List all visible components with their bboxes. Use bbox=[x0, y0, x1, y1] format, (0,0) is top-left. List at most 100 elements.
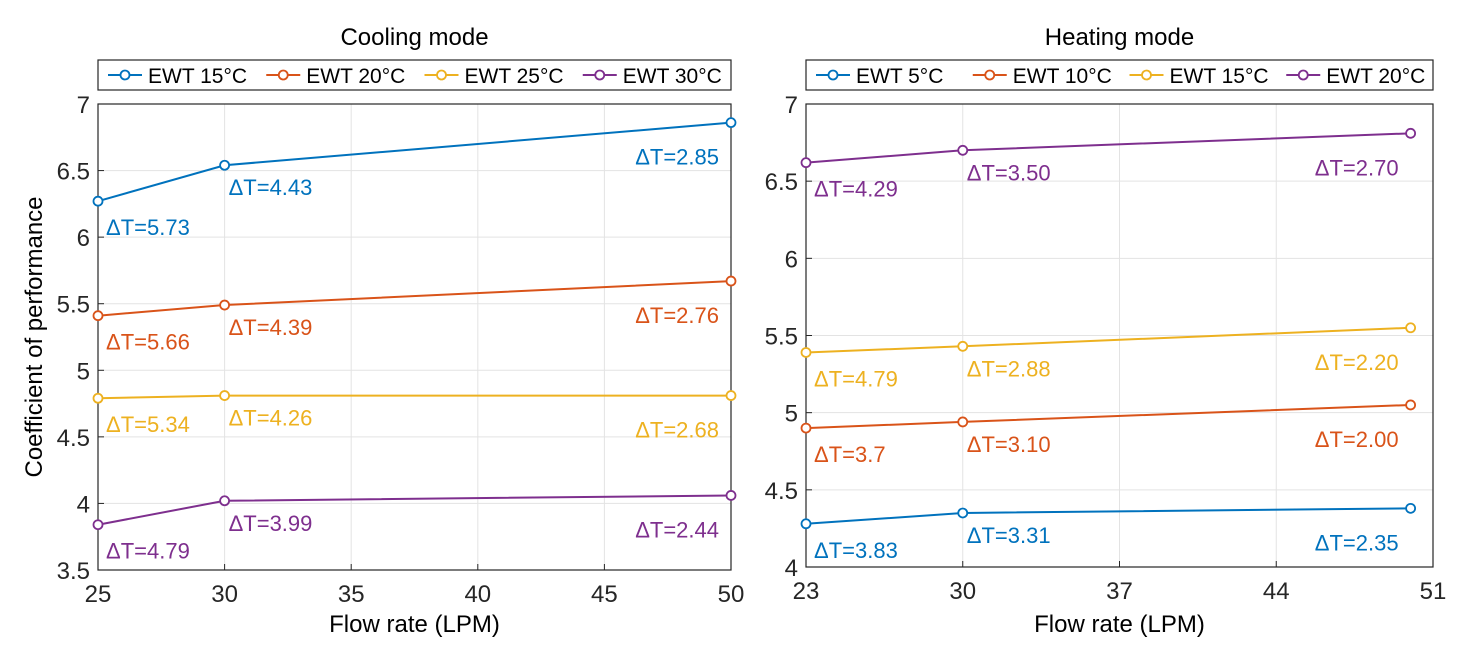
data-point bbox=[92, 519, 104, 531]
series-3: ΔT=4.79 ΔT=3.99 ΔT=2.44 bbox=[92, 490, 737, 564]
chart-title: Heating mode bbox=[1045, 24, 1194, 51]
data-point bbox=[219, 495, 231, 507]
legend-label: EWT 30°C bbox=[623, 65, 722, 88]
y-tick-label: 5 bbox=[785, 401, 798, 428]
legend-label: EWT 15°C bbox=[1170, 65, 1269, 88]
data-label: ΔT=4.43 bbox=[229, 175, 313, 200]
y-axis-label: Coefficient of performance bbox=[21, 196, 48, 477]
legend-item: EWT 15°C bbox=[108, 65, 247, 88]
data-point bbox=[800, 347, 812, 358]
data-point bbox=[725, 390, 737, 401]
chart-title: Cooling mode bbox=[340, 24, 488, 51]
x-tick-label: 23 bbox=[793, 578, 820, 605]
data-point bbox=[219, 390, 231, 401]
data-label: ΔT=4.29 bbox=[814, 177, 898, 202]
y-tick-label: 4 bbox=[785, 555, 798, 582]
legend: EWT 15°C EWT 20°C EWT 25°C EWT 30°C bbox=[97, 59, 732, 91]
data-label: ΔT=3.50 bbox=[967, 160, 1051, 185]
y-tick-label: 4 bbox=[77, 491, 90, 518]
legend-item: EWT 20°C bbox=[266, 65, 405, 88]
y-tick-label: 7 bbox=[77, 92, 90, 119]
y-tick-label: 3.5 bbox=[57, 558, 90, 585]
y-tick-label: 6.5 bbox=[765, 169, 798, 196]
data-label: ΔT=4.79 bbox=[106, 539, 190, 564]
legend-marker bbox=[119, 69, 131, 81]
series-0: ΔT=5.73 ΔT=4.43 ΔT=2.85 bbox=[92, 117, 737, 240]
data-label: ΔT=2.20 bbox=[1315, 350, 1399, 375]
legend-item: EWT 10°C bbox=[972, 65, 1112, 88]
data-label: ΔT=3.99 bbox=[229, 511, 313, 536]
data-label: ΔT=3.31 bbox=[967, 523, 1051, 548]
x-tick-label: 30 bbox=[211, 581, 238, 608]
data-label: ΔT=3.7 bbox=[814, 442, 886, 467]
data-label: ΔT=5.34 bbox=[106, 412, 190, 437]
legend-label: EWT 20°C bbox=[1326, 65, 1425, 88]
data-label: ΔT=2.76 bbox=[635, 303, 719, 328]
series-1: ΔT=5.66 ΔT=4.39 ΔT=2.76 bbox=[92, 275, 737, 355]
data-point bbox=[219, 299, 231, 311]
data-point bbox=[957, 144, 969, 156]
data-point bbox=[957, 507, 969, 519]
legend-box bbox=[97, 59, 732, 91]
series-2: ΔT=4.79 ΔT=2.88 ΔT=2.20 bbox=[800, 322, 1417, 391]
series-line bbox=[97, 394, 731, 400]
legend-marker bbox=[594, 69, 606, 81]
x-tick-label: 35 bbox=[338, 581, 365, 608]
data-point bbox=[800, 518, 812, 530]
data-point bbox=[219, 159, 231, 171]
x-tick-label: 40 bbox=[464, 581, 491, 608]
data-label: ΔT=3.10 bbox=[967, 432, 1051, 457]
legend-marker bbox=[436, 69, 447, 81]
data-label: ΔT=4.79 bbox=[814, 366, 898, 391]
series-2: ΔT=5.34 ΔT=4.26 ΔT=2.68 bbox=[92, 390, 737, 443]
data-point bbox=[92, 310, 104, 322]
series-line bbox=[805, 507, 1411, 525]
series-line bbox=[805, 326, 1411, 354]
y-tick-label: 6.5 bbox=[57, 159, 90, 186]
data-label: ΔT=2.85 bbox=[635, 145, 719, 170]
data-point bbox=[957, 416, 969, 428]
legend: EWT 5°C EWT 10°C EWT 15°C EWT 20°C bbox=[805, 59, 1434, 91]
y-tick-label: 6 bbox=[785, 246, 798, 273]
data-point bbox=[725, 117, 737, 129]
legend-label: EWT 10°C bbox=[1013, 65, 1112, 88]
legend-box bbox=[805, 59, 1434, 91]
legend-marker bbox=[984, 69, 996, 81]
x-tick-label: 37 bbox=[1106, 578, 1133, 605]
data-point bbox=[1405, 322, 1417, 334]
data-point bbox=[92, 392, 104, 404]
y-tick-label: 4.5 bbox=[57, 425, 90, 452]
legend-marker bbox=[1297, 69, 1309, 81]
x-axis-label: Flow rate (LPM) bbox=[1034, 611, 1205, 638]
legend-marker bbox=[1141, 69, 1152, 81]
x-tick-label: 50 bbox=[718, 581, 745, 608]
data-label: ΔT=2.88 bbox=[967, 356, 1051, 381]
x-axis-label: Flow rate (LPM) bbox=[329, 611, 500, 638]
legend-label: EWT 15°C bbox=[148, 65, 247, 88]
series-3: ΔT=4.29 ΔT=3.50 ΔT=2.70 bbox=[800, 127, 1417, 202]
data-point bbox=[725, 490, 737, 501]
cooling-chart: 25 30 35 40 45 50 3.5 4 4.5 5 5.5 6 6.5 7 Cooling mode… bbox=[21, 24, 744, 638]
x-tick-label: 44 bbox=[1263, 578, 1290, 605]
data-point bbox=[92, 195, 104, 207]
legend-label: EWT 5°C bbox=[856, 65, 943, 88]
data-label: ΔT=2.44 bbox=[635, 517, 719, 542]
data-label: ΔT=2.70 bbox=[1315, 155, 1399, 180]
x-tick-label: 30 bbox=[949, 578, 976, 605]
data-label: ΔT=4.26 bbox=[229, 406, 313, 431]
y-tick-label: 6 bbox=[77, 225, 90, 252]
data-label: ΔT=2.68 bbox=[635, 418, 719, 443]
data-point bbox=[800, 422, 812, 434]
heating-chart: 23 30 37 44 51 4 4.5 5 5.5 6 6.5 7 Heating mode Flow … bbox=[765, 24, 1447, 638]
y-tick-label: 7 bbox=[785, 92, 798, 119]
plot-area-border bbox=[97, 103, 732, 571]
y-tick-label: 5.5 bbox=[765, 324, 798, 351]
x-tick-label: 51 bbox=[1420, 578, 1447, 605]
series-1: ΔT=3.7 ΔT=3.10 ΔT=2.00 bbox=[800, 399, 1417, 467]
y-tick-label: 5.5 bbox=[57, 292, 90, 319]
data-label: ΔT=2.35 bbox=[1315, 530, 1399, 555]
data-label: ΔT=5.66 bbox=[106, 330, 190, 355]
series-0: ΔT=3.83 ΔT=3.31 ΔT=2.35 bbox=[800, 502, 1417, 563]
data-point bbox=[725, 275, 737, 287]
